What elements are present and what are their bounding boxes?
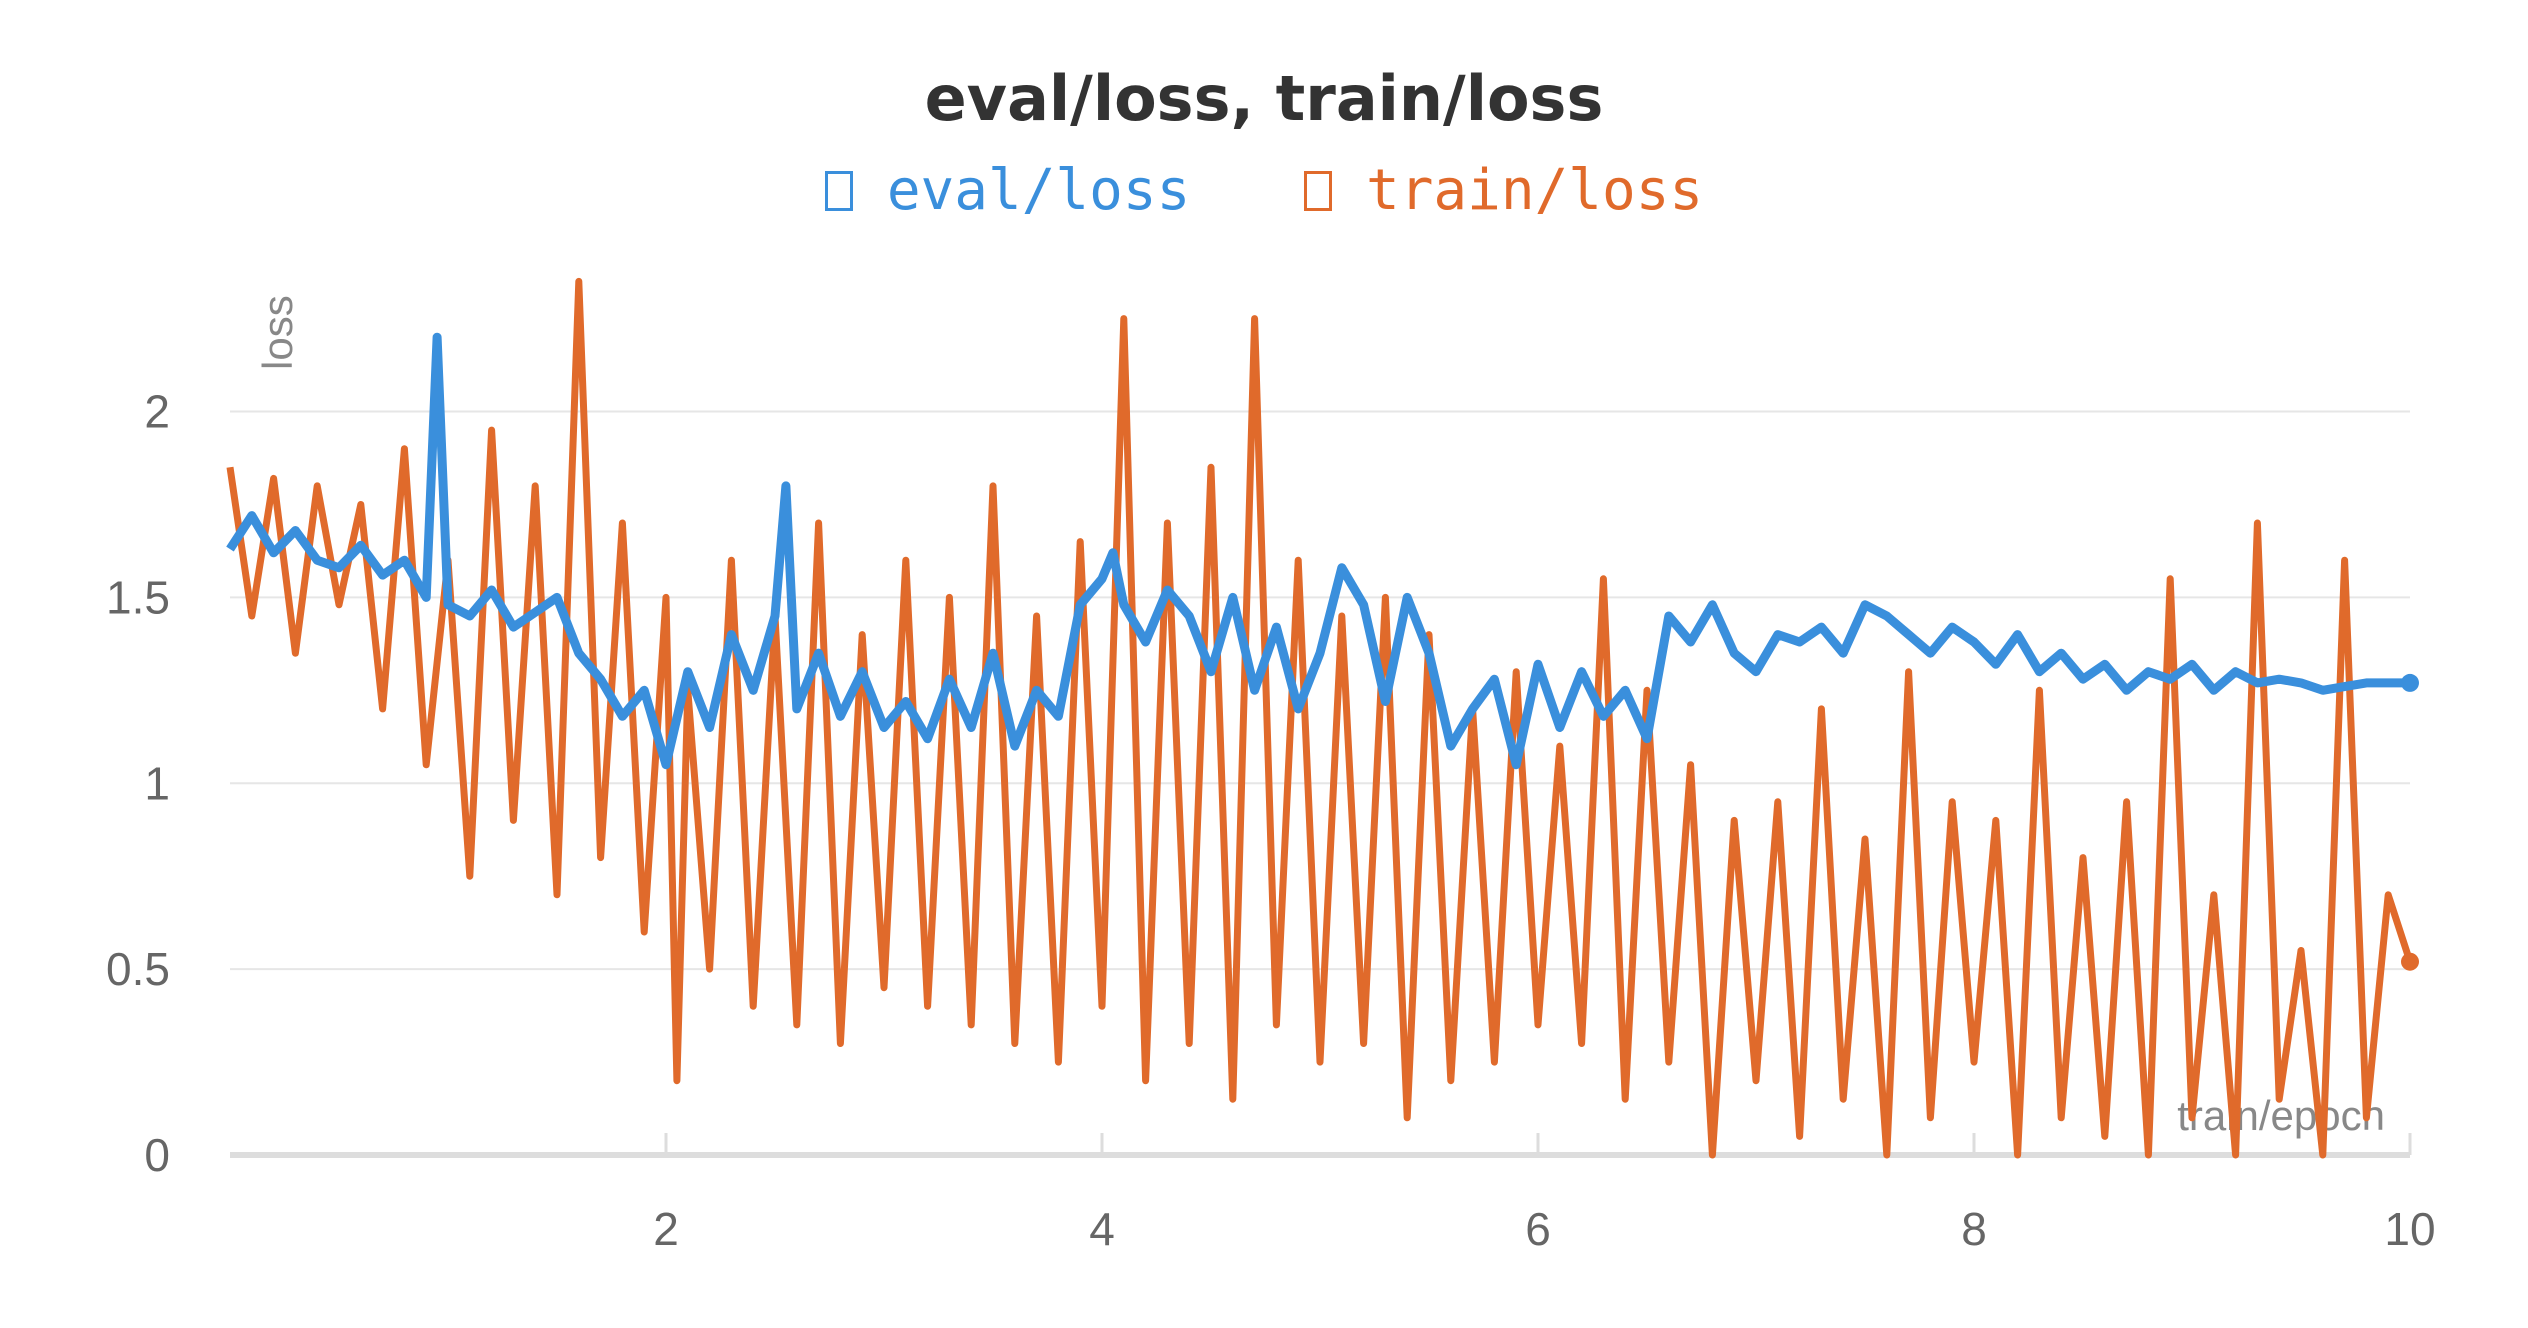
x-tick-label: 8: [1961, 1203, 1987, 1255]
legend-item-train[interactable]: train/loss: [1304, 158, 1703, 223]
y-tick-label: 2: [144, 386, 170, 438]
y-tick-label: 1.5: [106, 571, 170, 623]
series-line-train: [226, 277, 2414, 1159]
y-tick-label: 0: [144, 1129, 170, 1181]
legend-swatch-train: [1304, 170, 1332, 211]
legend-swatch-eval: [824, 170, 853, 211]
y-axis-label: loss: [254, 295, 301, 370]
y-tick-label: 0.5: [106, 943, 170, 995]
y-tick-label: 1: [144, 757, 170, 809]
legend-label-train: train/loss: [1366, 158, 1704, 223]
x-tick-label: 10: [2384, 1203, 2435, 1255]
x-tick-label: 4: [1089, 1203, 1115, 1255]
x-tick-label: 2: [653, 1203, 679, 1255]
legend-item-eval[interactable]: eval/loss: [824, 158, 1191, 223]
x-tick-label: 6: [1525, 1203, 1551, 1255]
chart-title: eval/loss, train/loss: [924, 62, 1604, 135]
series-end-point-eval: [2401, 673, 2419, 692]
series-end-point-train: [2401, 952, 2419, 971]
series-line-eval: [226, 332, 2410, 770]
legend-label-eval: eval/loss: [886, 158, 1191, 223]
legend: eval/loss train/loss: [0, 158, 2528, 225]
